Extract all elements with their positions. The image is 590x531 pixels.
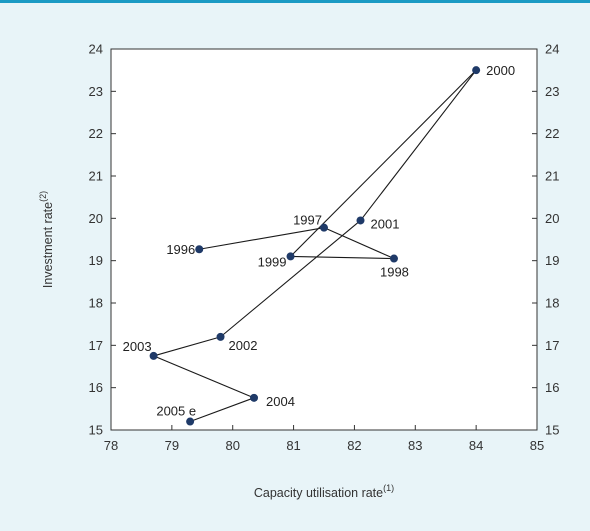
y-tick-label-right: 22	[545, 126, 559, 141]
data-point	[216, 332, 225, 341]
y-tick-label-right: 24	[545, 42, 559, 57]
y-tick-label-right: 16	[545, 380, 559, 395]
x-tick-label: 83	[408, 438, 422, 453]
point-label: 2002	[229, 338, 258, 353]
x-axis-title: Capacity utilisation rate(1)	[254, 483, 394, 500]
x-tick-label: 85	[530, 438, 544, 453]
series-segment	[323, 227, 395, 260]
x-tick-label: 82	[347, 438, 361, 453]
point-label: 2004	[266, 394, 295, 409]
series-segment	[199, 227, 325, 250]
y-tick-label-left: 24	[89, 42, 103, 57]
y-tick-label-right: 19	[545, 253, 559, 268]
y-tick-label-left: 15	[89, 423, 103, 438]
x-axis-ticks: 78 79 80 81 82 83 84 85	[104, 425, 544, 453]
y-axis-left-ticks: 15 16 17 18 19 20 21 22 23 24	[89, 42, 116, 438]
plot-area	[110, 48, 538, 431]
top-rule	[0, 0, 590, 3]
x-tick-label: 78	[104, 438, 118, 453]
series-segment	[153, 336, 221, 357]
data-point	[389, 254, 398, 263]
y-tick-label-right: 21	[545, 169, 559, 184]
data-point	[250, 393, 259, 402]
point-label: 1999	[258, 254, 287, 269]
data-point	[195, 245, 204, 254]
y-tick-label-left: 22	[89, 126, 103, 141]
y-tick-label-left: 18	[89, 296, 103, 311]
y-tick-label-left: 17	[89, 338, 103, 353]
point-label: 2005 e	[156, 404, 196, 419]
y-tick-label-right: 17	[545, 338, 559, 353]
series-segment	[189, 397, 255, 423]
series-segment	[290, 255, 394, 260]
y-tick-label-left: 19	[89, 253, 103, 268]
data-point	[186, 417, 195, 426]
point-label: 2000	[486, 63, 515, 78]
y-axis-title: Investment rate(2)	[38, 191, 55, 288]
point-label: 1997	[293, 213, 322, 228]
point-labels: 1996 1997 1998 1999 2000 2001 2002 2003 2004 2005…	[123, 63, 515, 418]
series-segment	[153, 355, 255, 399]
data-point	[472, 66, 481, 75]
series-segment	[220, 220, 361, 338]
data-point	[149, 351, 158, 360]
y-tick-label-right: 23	[545, 84, 559, 99]
x-tick-label: 84	[469, 438, 483, 453]
point-label: 1996	[166, 242, 195, 257]
y-tick-label-left: 20	[89, 211, 103, 226]
y-tick-label-left: 21	[89, 169, 103, 184]
series-points	[149, 66, 481, 426]
point-label: 2003	[123, 339, 152, 354]
y-tick-label-right: 15	[545, 423, 559, 438]
data-point	[286, 252, 295, 261]
y-tick-label-left: 23	[89, 84, 103, 99]
y-axis-right-ticks: 15 16 17 18 19 20 21 22 23 24	[532, 42, 559, 438]
data-point	[356, 216, 365, 225]
x-tick-label: 80	[225, 438, 239, 453]
y-tick-label-right: 18	[545, 296, 559, 311]
y-axis-title-text: Investment rate	[41, 202, 55, 288]
y-tick-label-left: 16	[89, 380, 103, 395]
y-axis-title-note: (2)	[38, 191, 48, 202]
x-tick-label: 81	[286, 438, 300, 453]
x-tick-label: 79	[165, 438, 179, 453]
x-axis-title-text: Capacity utilisation rate	[254, 486, 383, 500]
y-tick-label-right: 20	[545, 211, 559, 226]
x-axis-title-note: (1)	[383, 483, 394, 493]
data-point	[320, 223, 328, 232]
point-label: 2001	[371, 216, 400, 231]
series-segment	[360, 69, 477, 221]
point-label: 1998	[380, 265, 409, 280]
